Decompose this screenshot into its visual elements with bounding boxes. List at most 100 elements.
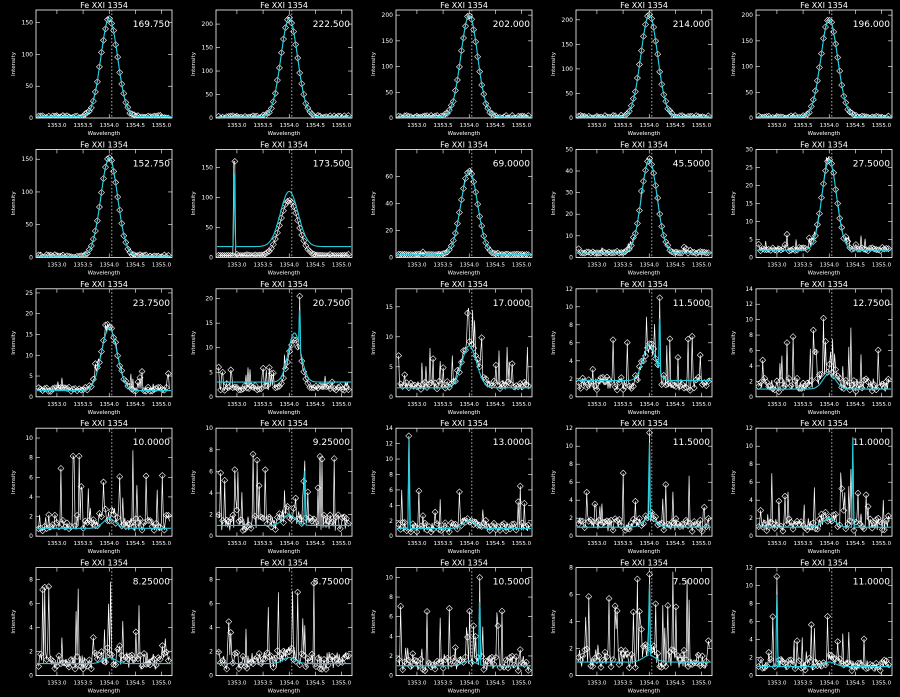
y-tick-label: 100 [562, 66, 574, 73]
panel-title: Fe XXI 1354 [440, 419, 488, 428]
data-point [468, 15, 476, 23]
data-point [451, 644, 459, 651]
data-point [704, 515, 712, 522]
observed-spectrum [398, 577, 530, 672]
data-point [811, 232, 819, 240]
data-point [607, 516, 615, 524]
panel-title: Fe XXI 1354 [620, 419, 668, 428]
plot-area [576, 429, 712, 535]
panel-14: Fe XXI 1354 1353.0 1353.5 1354.0 1354.5 1355.… [551, 280, 713, 416]
x-tick-label: 1353.0 [47, 681, 67, 687]
data-point [777, 376, 785, 384]
data-point [231, 383, 239, 391]
data-point [576, 653, 583, 661]
data-point [411, 522, 419, 530]
y-tick-label: 150 [562, 41, 574, 48]
data-point [763, 662, 771, 669]
x-axis-label: Wavelength [448, 689, 481, 695]
y-tick-label: 6 [569, 592, 573, 599]
x-axis-label: Wavelength [88, 689, 121, 695]
data-point [100, 657, 107, 665]
x-tick-label: 1355.0 [332, 123, 352, 129]
y-tick-label: 0 [209, 394, 213, 401]
data-point [413, 528, 421, 536]
x-tick-label: 1353.0 [587, 541, 607, 547]
panel-title: Fe XXI 1354 [80, 559, 128, 568]
data-point [656, 68, 664, 76]
y-tick-label: 0 [749, 254, 753, 261]
panel-22: Fe XXI 1354 1353.0 1353.5 1354.0 1354.5 1355.… [191, 559, 353, 695]
panel-title: Fe XXI 1354 [620, 559, 668, 568]
data-point [704, 112, 712, 118]
data-point [245, 251, 253, 258]
data-point [237, 113, 245, 118]
data-point [684, 522, 692, 529]
x-tick-label: 1353.5 [613, 402, 633, 408]
data-point [510, 520, 518, 528]
data-point [93, 78, 101, 86]
data-point [589, 248, 597, 256]
data-point [449, 237, 457, 244]
data-point [678, 651, 686, 659]
data-point [836, 655, 844, 663]
y-tick-label: 2 [569, 376, 573, 383]
data-point [439, 664, 447, 672]
data-point [144, 660, 152, 668]
x-tick-label: 1353.0 [407, 123, 427, 129]
data-point [761, 113, 769, 118]
data-point [437, 250, 445, 258]
data-point [704, 249, 712, 257]
data-point [257, 251, 265, 258]
data-point [116, 473, 124, 481]
data-point [39, 387, 47, 395]
data-point [59, 517, 67, 524]
y-tick-label: 100 [22, 51, 34, 58]
data-point [856, 381, 864, 388]
panel-7: Fe XXI 1354 1353.0 1353.5 1354.0 1354.5 1355.… [191, 140, 353, 276]
data-point [648, 15, 656, 22]
data-point [63, 519, 71, 527]
data-point [441, 110, 449, 118]
data-point [522, 658, 530, 666]
data-point [870, 245, 878, 253]
data-point [662, 381, 670, 389]
data-point [498, 380, 506, 388]
data-point [39, 586, 47, 594]
data-point [850, 527, 858, 534]
x-tick-label: 1355.0 [872, 262, 892, 268]
data-point [419, 380, 427, 388]
data-point [822, 508, 829, 516]
x-tick-label: 1353.0 [767, 681, 787, 687]
panel-5: Fe XXI 1354 1353.0 1353.5 1354.0 1354.5 1355.… [731, 1, 893, 137]
data-point [880, 383, 888, 391]
x-tick-label: 1354.0 [100, 262, 120, 268]
data-point [692, 376, 700, 384]
data-point [520, 661, 528, 668]
data-point [401, 519, 409, 526]
data-point [775, 388, 783, 396]
x-tick-label: 1353.5 [793, 262, 813, 268]
data-point [265, 247, 273, 255]
peak-annotation: 11.0000 [853, 438, 890, 448]
panel-10: Fe XXI 1354 1353.0 1353.5 1354.0 1354.5 1355.… [731, 140, 893, 276]
data-point [282, 654, 289, 661]
data-point [59, 659, 67, 666]
data-point [140, 251, 148, 258]
data-point [870, 381, 878, 389]
data-point [118, 522, 126, 530]
y-tick-label: 8 [209, 577, 213, 584]
data-point [284, 358, 291, 366]
data-point [822, 337, 829, 345]
data-point [302, 663, 310, 670]
plot-area [576, 570, 712, 672]
data-point [816, 515, 823, 523]
data-point [45, 251, 53, 258]
data-point [328, 378, 336, 386]
data-point [577, 517, 585, 525]
y-axis-label: Intensity [371, 469, 377, 494]
data-point [104, 644, 111, 652]
data-point [427, 528, 435, 536]
data-point [128, 519, 136, 526]
data-point [601, 648, 609, 656]
plot-area [216, 579, 352, 673]
